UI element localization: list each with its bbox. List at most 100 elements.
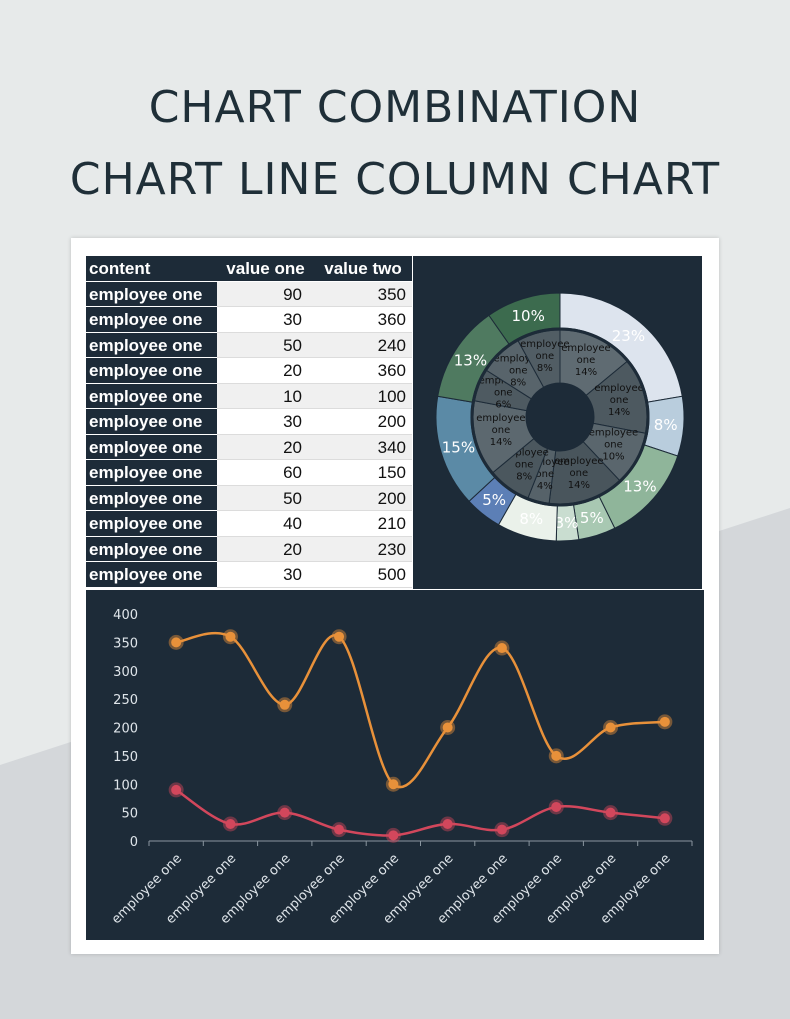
table-header-row: content value one value two: [86, 256, 412, 282]
series-1-point: [225, 631, 236, 642]
donut-hole: [526, 383, 594, 451]
y-tick-label: 150: [113, 750, 138, 765]
table-row: employee one 20 230: [86, 536, 412, 562]
series-2-line: [175, 788, 665, 837]
line-chart-panel: 0 50 100 150 200 250 300 350 400 employee one empl…: [86, 590, 704, 940]
outer-ring-label: 3%: [555, 514, 579, 532]
y-tick-label: 0: [130, 835, 138, 850]
inner-ring-label: employee one 8%: [520, 339, 569, 374]
value-one-cell: 60: [217, 460, 314, 486]
table-row: employee one 30 500: [86, 562, 412, 588]
inner-ring-label: employee one 8%: [494, 354, 543, 389]
inner-ring-label: employee one 14%: [554, 456, 603, 491]
inner-ring-label: employee one 14%: [594, 383, 643, 418]
series-1-point: [442, 722, 453, 733]
row-label-cell: employee one: [86, 307, 217, 333]
value-one-cell: 50: [217, 485, 314, 511]
value-two-cell: 350: [314, 281, 412, 307]
donut-chart: 23%8%13%5%3%8%5%15%13%10%employee one 14%e…: [435, 292, 685, 542]
value-one-cell: 90: [217, 281, 314, 307]
data-table: content value one value two employee one 90 3…: [86, 256, 412, 588]
ring-divider: [470, 327, 650, 507]
series-1-point: [496, 643, 507, 654]
value-one-cell: 50: [217, 332, 314, 358]
outer-ring-label: 8%: [654, 416, 678, 434]
y-tick-label: 100: [113, 778, 138, 793]
series-2-point: [388, 830, 399, 841]
page-title-line-2: CHART LINE COLUMN CHART: [69, 154, 721, 205]
y-tick-label: 200: [113, 722, 138, 737]
series-2-point: [496, 824, 507, 835]
series-1-point: [334, 631, 345, 642]
value-two-cell: 340: [314, 434, 412, 460]
outer-ring-label: 10%: [511, 307, 544, 325]
outer-ring-label: 15%: [442, 438, 475, 456]
series-2-point: [551, 801, 562, 812]
series-2-point: [279, 807, 290, 818]
series-2-point: [659, 813, 670, 824]
value-two-cell: 360: [314, 307, 412, 333]
y-tick-label: 50: [121, 807, 138, 822]
value-two-cell: 200: [314, 485, 412, 511]
table-header-cell: value two: [314, 256, 412, 282]
series-1-line: [175, 631, 665, 789]
outer-ring-label: 13%: [454, 351, 487, 369]
value-two-cell: 240: [314, 332, 412, 358]
row-label-cell: employee one: [86, 434, 217, 460]
outer-ring-label: 5%: [482, 491, 506, 509]
value-one-cell: 10: [217, 383, 314, 409]
row-label-cell: employee one: [86, 409, 217, 435]
table-header-cell: content: [86, 256, 217, 282]
y-tick-label: 250: [113, 693, 138, 708]
y-tick-label: 300: [113, 665, 138, 680]
value-one-cell: 30: [217, 562, 314, 588]
series-1-point: [605, 722, 616, 733]
series-1-point: [279, 699, 290, 710]
row-label-cell: employee one: [86, 511, 217, 537]
table-row: employee one 40 210: [86, 511, 412, 537]
value-two-cell: 500: [314, 562, 412, 588]
value-two-cell: 230: [314, 536, 412, 562]
donut-chart-panel: 23% 8% 13% 5% 3% 8% 5% 15% 13% 10% employee one 14% e…: [413, 256, 702, 589]
table-row: employee one 60 150: [86, 460, 412, 486]
series-2-point: [605, 807, 616, 818]
table-row: employee one 50 240: [86, 332, 412, 358]
value-two-cell: 150: [314, 460, 412, 486]
row-label-cell: employee one: [86, 383, 217, 409]
value-one-cell: 20: [217, 536, 314, 562]
row-label-cell: employee one: [86, 562, 217, 588]
value-one-cell: 30: [217, 409, 314, 435]
outer-ring-label: 5%: [580, 509, 604, 527]
series-1-point: [171, 637, 182, 648]
table-header-cell: value one: [217, 256, 314, 282]
value-two-cell: 100: [314, 383, 412, 409]
row-label-cell: employee one: [86, 460, 217, 486]
page-title-line-1: CHART COMBINATION: [148, 82, 642, 133]
value-one-cell: 40: [217, 511, 314, 537]
series-2-point: [334, 824, 345, 835]
table-row: employee one 20 360: [86, 358, 412, 384]
series-2-point: [171, 784, 182, 795]
row-label-cell: employee one: [86, 536, 217, 562]
table-row: employee one 90 350: [86, 281, 412, 307]
series-1-point: [388, 779, 399, 790]
value-two-cell: 360: [314, 358, 412, 384]
inner-ring-label: employee one 8%: [499, 447, 548, 482]
series-2-point: [225, 818, 236, 829]
inner-ring-label: employee one 14%: [561, 343, 610, 378]
table-row: employee one 50 200: [86, 485, 412, 511]
y-tick-label: 350: [113, 636, 138, 651]
value-two-cell: 210: [314, 511, 412, 537]
table-row: employee one 30 360: [86, 307, 412, 333]
inner-ring-label: employee one 10%: [589, 427, 638, 462]
outer-ring-label: 13%: [623, 478, 656, 496]
table-row: employee one 20 340: [86, 434, 412, 460]
row-label-cell: employee one: [86, 332, 217, 358]
value-one-cell: 20: [217, 434, 314, 460]
outer-ring-label: 8%: [519, 510, 543, 528]
value-two-cell: 200: [314, 409, 412, 435]
y-tick-label: 400: [113, 608, 138, 623]
value-one-cell: 20: [217, 358, 314, 384]
series-1-point: [551, 750, 562, 761]
